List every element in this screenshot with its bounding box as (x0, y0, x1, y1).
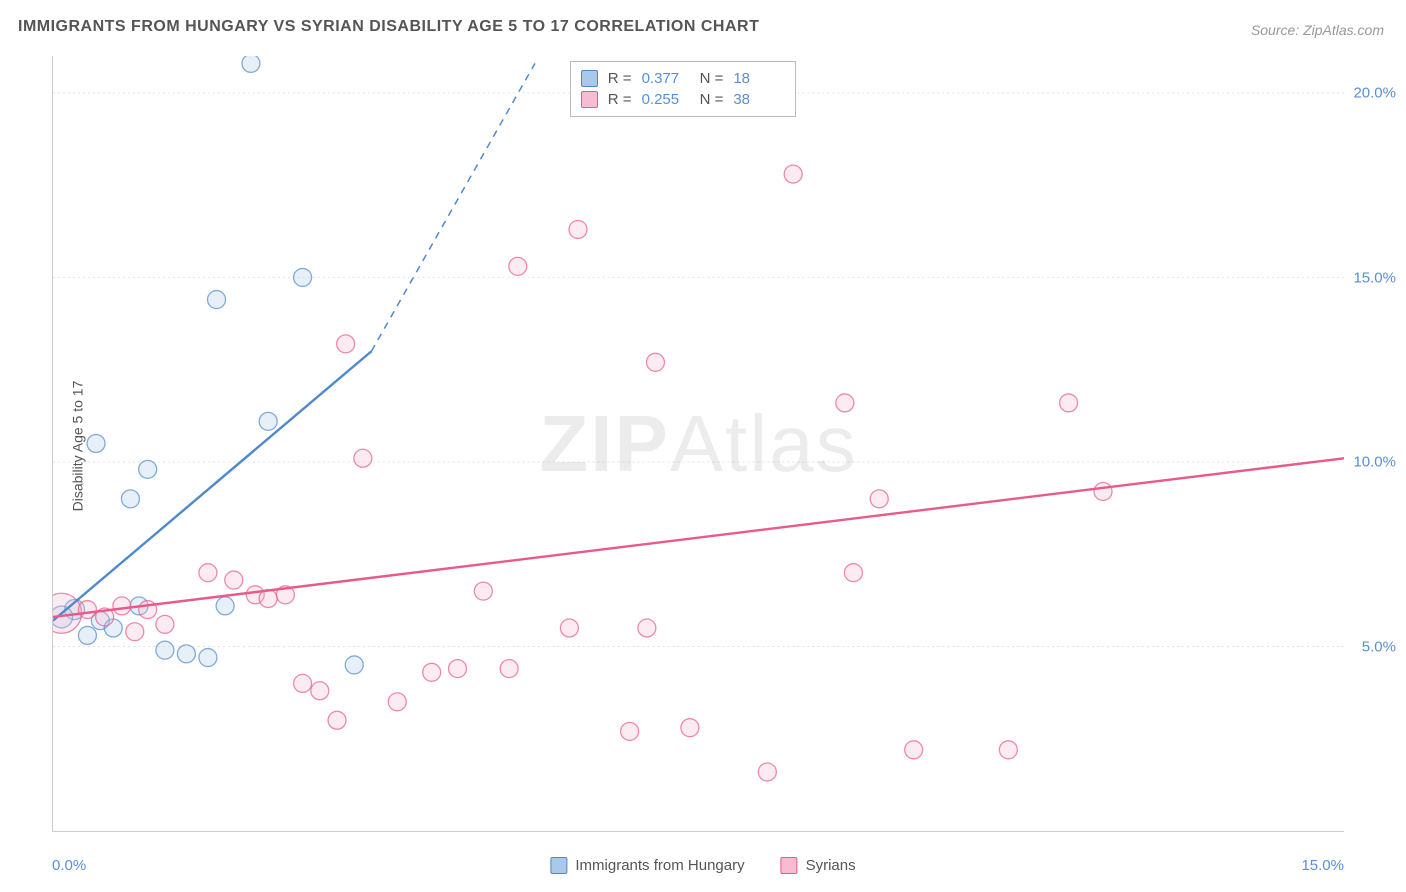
legend-label: Immigrants from Hungary (575, 857, 744, 874)
legend-N-label: N = (700, 70, 724, 87)
x-axis-max-label: 15.0% (1301, 857, 1344, 874)
y-tick-label: 20.0% (1353, 84, 1396, 101)
legend-R-label: R = (608, 91, 632, 108)
scatter-plot-svg (53, 56, 1344, 831)
corr-legend-row-hungary: R = 0.377 N = 18 (581, 68, 782, 89)
series-legend: Immigrants from Hungary Syrians (550, 857, 855, 874)
source-label: Source: ZipAtlas.com (1251, 22, 1384, 38)
legend-N-label: N = (700, 91, 724, 108)
corr-legend-row-syrians: R = 0.255 N = 38 (581, 89, 782, 110)
y-tick-label: 15.0% (1353, 269, 1396, 286)
correlation-legend: R = 0.377 N = 18 R = 0.255 N = 38 (570, 61, 797, 117)
legend-N-value: 38 (733, 91, 781, 108)
legend-item-syrians: Syrians (781, 857, 856, 874)
legend-swatch (550, 857, 567, 874)
legend-swatch (581, 70, 598, 87)
y-tick-label: 10.0% (1353, 454, 1396, 471)
legend-R-label: R = (608, 70, 632, 87)
legend-R-value: 0.377 (642, 70, 690, 87)
x-axis-min-label: 0.0% (52, 857, 86, 874)
chart-container: IMMIGRANTS FROM HUNGARY VS SYRIAN DISABI… (0, 0, 1406, 892)
legend-label: Syrians (806, 857, 856, 874)
chart-title: IMMIGRANTS FROM HUNGARY VS SYRIAN DISABI… (18, 18, 759, 36)
y-tick-label: 5.0% (1362, 639, 1396, 656)
legend-swatch (581, 91, 598, 108)
plot-area: R =0.377N =18R =0.255N =38 ZIPAtlas (52, 56, 1344, 832)
legend-item-hungary: Immigrants from Hungary (550, 857, 744, 874)
legend-R-value: 0.255 (642, 91, 690, 108)
legend-swatch (781, 857, 798, 874)
legend-N-value: 18 (733, 70, 781, 87)
